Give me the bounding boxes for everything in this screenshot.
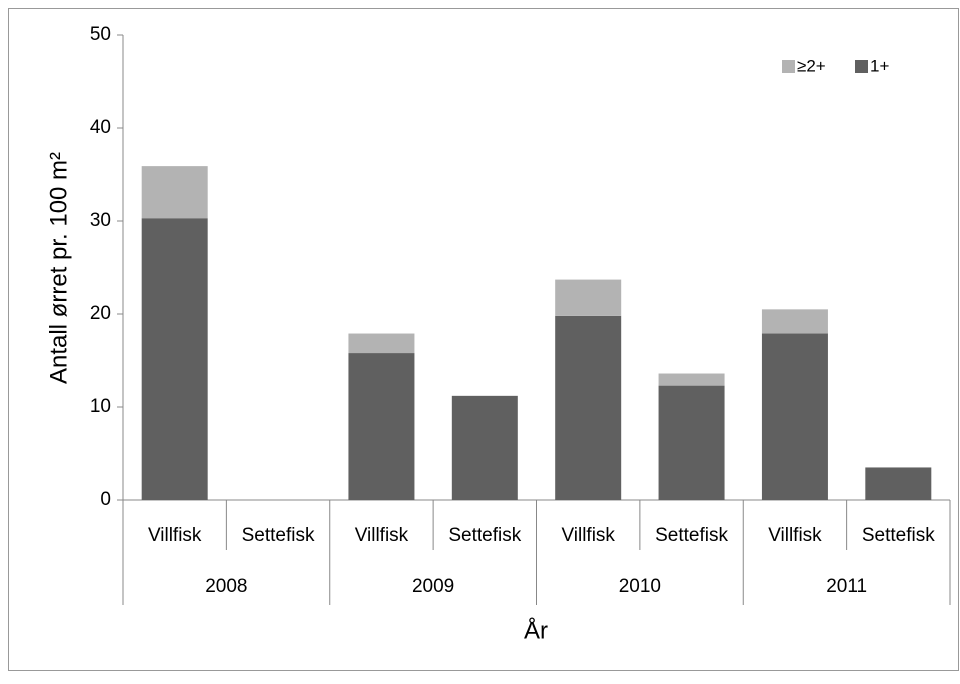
x-tick-label: Settefisk <box>448 525 521 546</box>
x-tick-label: Villfisk <box>561 525 615 546</box>
group-label: 2010 <box>619 576 661 597</box>
y-tick-label: 30 <box>90 210 111 231</box>
x-tick-label: Settefisk <box>862 525 935 546</box>
group-label: 2008 <box>205 576 247 597</box>
legend-swatch <box>782 60 795 73</box>
y-tick-label: 10 <box>90 396 111 417</box>
legend-swatch <box>855 60 868 73</box>
y-axis-label: Antall ørret pr. 100 m² <box>45 152 72 384</box>
bar-segment <box>451 395 518 500</box>
y-tick-label: 0 <box>100 489 111 510</box>
legend-label: ≥2+ <box>797 56 826 75</box>
x-tick-label: Villfisk <box>768 525 822 546</box>
bar-segment <box>761 333 828 500</box>
x-axis-label: År <box>524 616 548 644</box>
bar-segment <box>555 315 622 500</box>
bar-segment <box>348 333 415 354</box>
group-label: 2009 <box>412 576 454 597</box>
bar-segment <box>141 166 208 219</box>
bar-segment <box>141 218 208 500</box>
legend-label: 1+ <box>870 56 889 75</box>
y-tick-label: 20 <box>90 303 111 324</box>
bar-segment <box>761 309 828 334</box>
bar-segment <box>658 385 725 500</box>
x-tick-label: Villfisk <box>148 525 202 546</box>
bar-segment <box>658 373 725 386</box>
group-label: 2011 <box>826 576 867 597</box>
x-tick-label: Villfisk <box>355 525 409 546</box>
bar-segment <box>555 279 622 316</box>
y-tick-label: 40 <box>90 117 111 138</box>
x-tick-label: Settefisk <box>655 525 728 546</box>
x-tick-label: Settefisk <box>242 525 315 546</box>
bar-segment <box>865 467 932 500</box>
y-tick-label: 50 <box>90 24 111 45</box>
bar-segment <box>348 353 415 500</box>
